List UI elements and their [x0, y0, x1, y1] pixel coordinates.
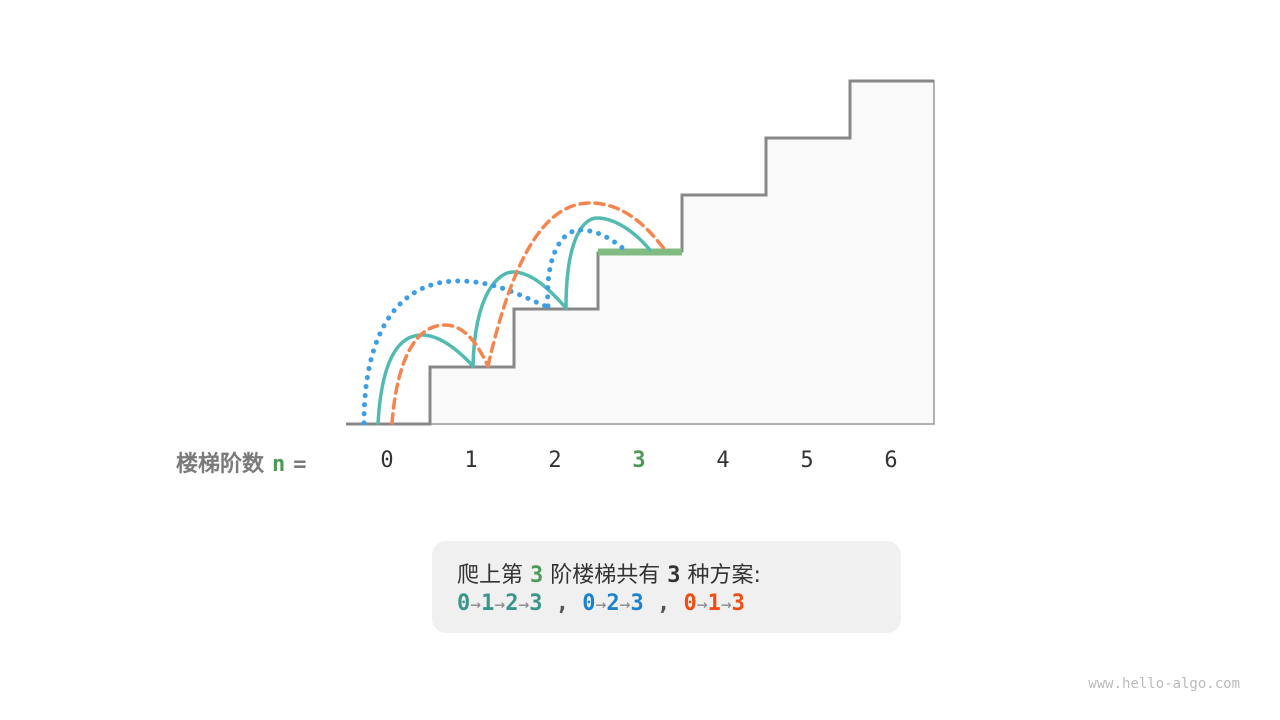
summary-box: 爬上第 3 阶楼梯共有 3 种方案: 0→1→2→3 , 0→2→3 , 0→1… [432, 541, 901, 633]
axis-eq: = [293, 452, 307, 477]
step-label: 1 [464, 448, 478, 473]
arrow-icon: → [696, 594, 708, 615]
path-step: 2 [606, 591, 620, 616]
step-label: 4 [716, 448, 730, 473]
arrow-icon: → [720, 594, 732, 615]
path-step: 0 [582, 591, 596, 616]
path-separator: , [643, 591, 684, 616]
step-label: 5 [800, 448, 814, 473]
path-step: 2 [505, 591, 519, 616]
step-label: 2 [548, 448, 562, 473]
axis-var: n [272, 452, 286, 477]
path-step: 0 [457, 591, 471, 616]
path-step: 3 [630, 591, 644, 616]
watermark: www.hello-algo.com [1088, 676, 1240, 692]
path-separator: , [542, 591, 583, 616]
paths-line: 0→1→2→3 , 0→2→3 , 0→1→3 [457, 591, 745, 616]
arrow-icon: → [494, 594, 506, 615]
arrow-icon: → [619, 594, 631, 615]
path-step: 1 [707, 591, 721, 616]
path-solid-1-2 [471, 270, 568, 368]
summary-count: 3 [667, 563, 681, 588]
arrow-icon: → [595, 594, 607, 615]
stairs-outline [346, 79, 934, 426]
path-dotted-0-2 [361, 278, 551, 426]
step-label-target: 3 [632, 448, 646, 473]
axis-title-text: 楼梯阶数 [176, 452, 265, 477]
axis-title: 楼梯阶数 n = [176, 446, 307, 478]
summary-line: 爬上第 3 阶楼梯共有 3 种方案: [457, 557, 761, 589]
path-dashed-0-1 [390, 323, 490, 425]
path-step: 0 [683, 591, 697, 616]
path-step: 3 [529, 591, 543, 616]
arrow-icon: → [518, 594, 530, 615]
summary-n: 3 [530, 563, 544, 588]
step-label: 6 [884, 448, 898, 473]
summary-mid: 阶楼梯共有 [543, 563, 668, 588]
path-step: 1 [481, 591, 495, 616]
path-solid-2-3 [564, 216, 652, 310]
summary-prefix: 爬上第 [457, 563, 530, 588]
path-step: 3 [731, 591, 745, 616]
summary-suffix: 种方案: [680, 563, 761, 588]
step-label: 0 [380, 448, 394, 473]
arrow-icon: → [470, 594, 482, 615]
path-dotted-2-3 [545, 227, 628, 309]
path-dashed-1-3 [486, 201, 667, 368]
